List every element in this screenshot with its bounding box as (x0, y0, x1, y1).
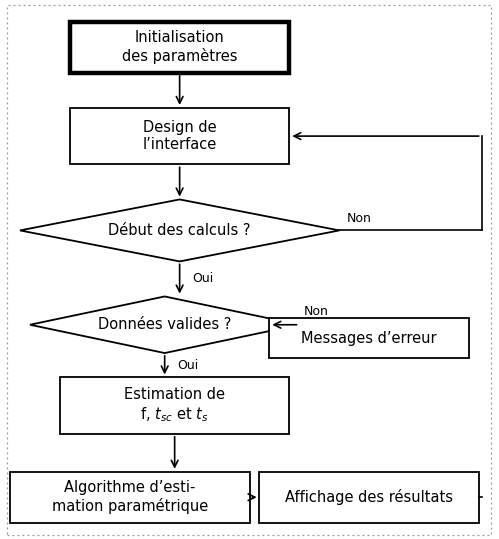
Bar (269, 318, 469, 358)
Text: Début des calculs ?: Début des calculs ? (108, 223, 251, 238)
Text: Messages d’erreur: Messages d’erreur (301, 331, 437, 345)
Polygon shape (30, 296, 299, 353)
Text: Design de
l’interface: Design de l’interface (143, 120, 217, 153)
Text: Affichage des résultats: Affichage des résultats (285, 489, 453, 505)
Text: Estimation de
f, $t_{sc}$ et $t_s$: Estimation de f, $t_{sc}$ et $t_s$ (124, 388, 225, 424)
Text: Non: Non (303, 305, 328, 318)
Text: Oui: Oui (192, 272, 214, 286)
Bar (60, 377, 289, 434)
Text: Oui: Oui (177, 358, 199, 372)
Bar (10, 472, 249, 523)
Text: Non: Non (347, 212, 372, 225)
Polygon shape (20, 199, 339, 261)
Bar (70, 108, 289, 164)
Bar (259, 472, 479, 523)
Text: Initialisation
des paramètres: Initialisation des paramètres (122, 30, 238, 64)
Text: Algorithme d’esti-
mation paramétrique: Algorithme d’esti- mation paramétrique (51, 480, 208, 514)
Bar (70, 22, 289, 73)
Text: Données valides ?: Données valides ? (98, 317, 232, 332)
